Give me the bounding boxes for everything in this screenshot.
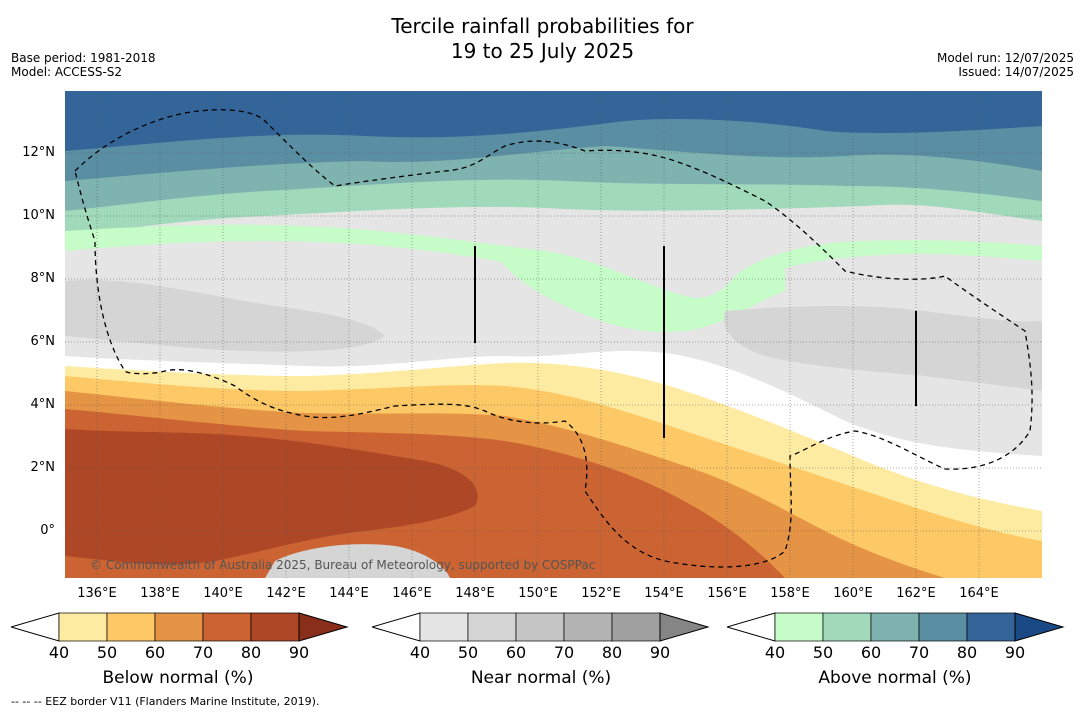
lon-tick: 162°E	[896, 586, 936, 601]
near-50-west	[65, 280, 385, 352]
lon-tick: 150°E	[518, 586, 558, 601]
issued-date: Issued: 14/07/2025	[958, 65, 1074, 79]
colorbar-above-swatches	[725, 612, 1065, 642]
lat-tick: 2°N	[30, 460, 56, 475]
colorbar-tick-label: 70	[192, 643, 214, 662]
probability-map: © Commonwealth of Australia 2025, Bureau…	[65, 91, 1042, 578]
colorbar-swatch	[515, 612, 565, 642]
colorbar-arrow-left	[370, 612, 421, 642]
colorbar-tick-label: 80	[601, 643, 623, 662]
lon-tick: 164°E	[959, 586, 999, 601]
lon-tick: 156°E	[707, 586, 747, 601]
lon-tick: 158°E	[770, 586, 810, 601]
colorbar-tick-label: 40	[48, 643, 70, 662]
colorbar-tick-label: 70	[908, 643, 930, 662]
colorbar-swatch	[966, 612, 1016, 642]
colorbar-arrow-left	[725, 612, 776, 642]
colorbar-swatch	[822, 612, 872, 642]
colorbar-tick-label: 80	[956, 643, 978, 662]
colorbar-tick-label: 90	[649, 643, 671, 662]
lon-tick: 154°E	[644, 586, 684, 601]
eez-footnote: -- -- -- EEZ border V11 (Flanders Marine…	[11, 695, 320, 708]
map-title: Tercile rainfall probabilities for 19 to…	[0, 14, 1085, 64]
colorbar-tick-label: 40	[764, 643, 786, 662]
lat-tick: 12°N	[22, 145, 55, 160]
colorbar-swatch	[774, 612, 824, 642]
base-period: Base period: 1981-2018	[11, 51, 156, 65]
colorbar-near-swatches	[370, 612, 710, 642]
copyright-note: © Commonwealth of Australia 2025, Bureau…	[90, 558, 596, 572]
title-line-1: Tercile rainfall probabilities for	[391, 14, 694, 38]
colorbar-above-normal	[725, 611, 1067, 647]
model-run: Model run: 12/07/2025	[936, 51, 1074, 65]
lat-tick: 6°N	[30, 334, 56, 349]
colorbar-title-below: Below normal (%)	[102, 668, 254, 688]
colorbar-swatch	[202, 612, 252, 642]
colorbar-swatch	[154, 612, 204, 642]
colorbar-swatch	[419, 612, 469, 642]
near-50-east	[724, 306, 1042, 391]
near-south-patch	[265, 544, 450, 578]
colorbar-tick-label: 80	[240, 643, 262, 662]
meta-left: Base period: 1981-2018 Model: ACCESS-S2	[11, 51, 156, 79]
colorbar-tick-label: 40	[409, 643, 431, 662]
lat-tick: 4°N	[30, 397, 56, 412]
colorbar-arrow-right	[298, 612, 349, 642]
lon-tick: 152°E	[581, 586, 621, 601]
meta-right: Model run: 12/07/2025 Issued: 14/07/2025	[937, 51, 1074, 79]
colorbar-tick-label: 90	[1004, 643, 1026, 662]
colorbar-arrow-right	[659, 612, 710, 642]
above-80-band	[65, 91, 1042, 151]
colorbar-swatch	[870, 612, 920, 642]
colorbar-tick-label: 60	[860, 643, 882, 662]
colorbar-tick-label: 50	[812, 643, 834, 662]
title-line-2: 19 to 25 July 2025	[450, 39, 635, 63]
lon-tick: 160°E	[833, 586, 873, 601]
colorbar-swatch	[106, 612, 156, 642]
colorbar-tick-label: 50	[96, 643, 118, 662]
below-80-band	[65, 429, 478, 565]
colorbar-arrow-left	[9, 612, 60, 642]
map-canvas	[65, 91, 1042, 578]
model-name: Model: ACCESS-S2	[11, 65, 123, 79]
colorbar-swatch	[250, 612, 300, 642]
colorbar-swatch	[58, 612, 108, 642]
colorbar-tick-label: 50	[457, 643, 479, 662]
lon-tick: 136°E	[77, 586, 117, 601]
colorbar-tick-label: 60	[144, 643, 166, 662]
colorbar-tick-label: 60	[505, 643, 527, 662]
colorbar-below-swatches	[9, 612, 349, 642]
lon-tick: 142°E	[266, 586, 306, 601]
colorbar-swatch	[467, 612, 517, 642]
colorbar-swatch	[611, 612, 661, 642]
above-40-lobe	[495, 251, 785, 332]
colorbar-arrow-right	[1014, 612, 1065, 642]
colorbar-tick-label: 90	[288, 643, 310, 662]
lat-tick: 0°	[40, 523, 55, 538]
lon-tick: 146°E	[392, 586, 432, 601]
lon-tick: 144°E	[329, 586, 369, 601]
lon-tick: 148°E	[455, 586, 495, 601]
colorbar-swatch	[918, 612, 968, 642]
colorbar-swatch	[563, 612, 613, 642]
lat-tick: 8°N	[30, 271, 56, 286]
colorbar-tick-label: 70	[553, 643, 575, 662]
lat-tick: 10°N	[22, 208, 55, 223]
colorbar-title-above: Above normal (%)	[818, 668, 972, 688]
lon-tick: 138°E	[140, 586, 180, 601]
colorbar-near-normal	[370, 611, 712, 647]
lon-tick: 140°E	[203, 586, 243, 601]
colorbar-title-near: Near normal (%)	[470, 668, 612, 688]
colorbar-below-normal	[9, 611, 351, 647]
